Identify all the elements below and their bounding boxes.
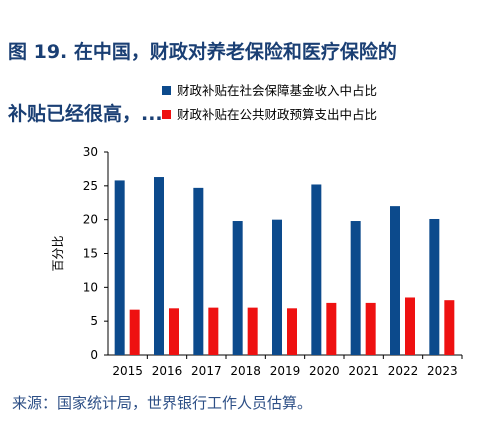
bar-public-budget-2018: [247, 307, 258, 355]
x-tick-label-2015: 2015: [112, 364, 143, 378]
bar-public-budget-2019: [287, 308, 297, 355]
bar-social-insurance-2018: [232, 221, 243, 355]
x-tick-label-2018: 2018: [230, 364, 261, 378]
legend-label-1: 财政补贴在社会保障基金收入中占比: [177, 83, 377, 98]
legend-swatch-1: [162, 86, 171, 95]
source-note: 来源：国家统计局，世界银行工作人员估算。: [12, 394, 313, 412]
bar-public-budget-2021: [365, 302, 376, 355]
y-tick-label: 20: [83, 213, 98, 227]
y-axis-label: 百分比: [51, 235, 65, 271]
bar-social-insurance-2015: [114, 180, 125, 355]
bar-public-budget-2022: [405, 297, 415, 355]
x-tick-label-2020: 2020: [309, 364, 340, 378]
x-tick-label-2019: 2019: [270, 364, 301, 378]
x-tick-label-2023: 2023: [427, 364, 458, 378]
legend-label-2: 财政补贴在公共财政预算支出中占比: [177, 107, 377, 122]
bar-social-insurance-2023: [429, 218, 440, 355]
bar-social-insurance-2017: [193, 187, 204, 355]
y-tick-label: 15: [83, 247, 98, 261]
bar-social-insurance-2016: [154, 177, 164, 355]
x-tick-label-2022: 2022: [388, 364, 419, 378]
bar-social-insurance-2021: [350, 221, 361, 355]
bar-social-insurance-2019: [272, 219, 282, 355]
y-tick-label: 30: [83, 145, 98, 159]
x-tick-label-2016: 2016: [152, 364, 183, 378]
bar-public-budget-2020: [326, 302, 337, 355]
y-axis: 0 5 10 15 20 25 30 百分比: [51, 145, 109, 362]
legend-swatch-2: [162, 110, 171, 119]
y-tick-label: 25: [83, 179, 98, 193]
bar-public-budget-2023: [444, 300, 455, 355]
y-tick-label: 0: [90, 348, 98, 362]
bar-public-budget-2015: [129, 309, 140, 355]
bar-social-insurance-2020: [311, 184, 322, 355]
chart-title-line-2: 补贴已经很高，...: [8, 103, 163, 125]
y-tick-label: 5: [90, 314, 98, 328]
x-axis: 2015 2016 2017 2018 2019 2020 2021 2022 2023: [108, 354, 463, 378]
chart-title: 图 19. 在中国，财政对养老保险和医疗保险的 补贴已经很高，...: [8, 6, 486, 161]
x-tick-label-2017: 2017: [191, 364, 222, 378]
bars: [114, 177, 455, 355]
bar-public-budget-2017: [208, 307, 219, 355]
x-tick-label-2021: 2021: [348, 364, 379, 378]
bar-public-budget-2016: [169, 308, 179, 355]
y-tick-label: 10: [83, 280, 98, 294]
chart-title-line-1: 图 19. 在中国，财政对养老保险和医疗保险的: [8, 41, 397, 63]
bar-social-insurance-2022: [390, 206, 400, 355]
